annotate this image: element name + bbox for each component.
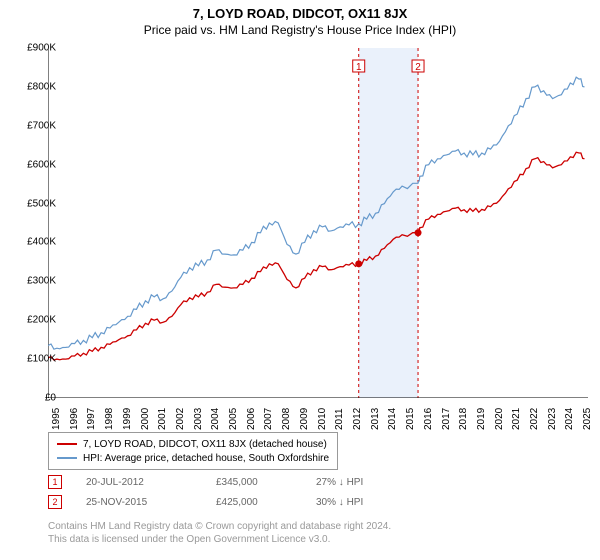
x-axis-label: 2017 [441, 408, 452, 430]
x-axis-label: 2003 [193, 408, 204, 430]
legend-swatch [57, 457, 77, 459]
footer-line-1: Contains HM Land Registry data © Crown c… [48, 520, 391, 533]
y-axis-label: £100K [6, 354, 56, 365]
x-axis-label: 2023 [547, 408, 558, 430]
x-axis-label: 2007 [263, 408, 274, 430]
x-axis-label: 2011 [334, 408, 345, 430]
x-axis-label: 2004 [210, 408, 221, 430]
chart-svg: 12 [48, 48, 588, 398]
x-axis-label: 2025 [582, 408, 593, 430]
x-axis-label: 2022 [529, 408, 540, 430]
x-axis-label: 2016 [423, 408, 434, 430]
y-axis-label: £900K [6, 43, 56, 54]
x-axis-label: 2001 [157, 408, 168, 430]
svg-text:2: 2 [415, 62, 421, 73]
x-axis-label: 2024 [564, 408, 575, 430]
sale-delta: 27% ↓ HPI [316, 477, 363, 488]
y-axis-label: £400K [6, 237, 56, 248]
x-axis-label: 1996 [69, 408, 80, 430]
chart-title: 7, LOYD ROAD, DIDCOT, OX11 8JX [0, 0, 600, 21]
sale-badge: 1 [48, 475, 62, 489]
footer: Contains HM Land Registry data © Crown c… [48, 520, 391, 546]
chart-plot-area: 12 [48, 48, 588, 398]
x-axis-label: 2019 [476, 408, 487, 430]
x-axis-label: 2000 [140, 408, 151, 430]
x-axis-label: 2014 [387, 408, 398, 430]
x-axis-label: 2008 [281, 408, 292, 430]
legend-item: 7, LOYD ROAD, DIDCOT, OX11 8JX (detached… [57, 437, 329, 451]
chart-container: 7, LOYD ROAD, DIDCOT, OX11 8JX Price pai… [0, 0, 600, 560]
x-axis-label: 2009 [299, 408, 310, 430]
y-axis-label: £600K [6, 159, 56, 170]
y-axis-label: £500K [6, 198, 56, 209]
x-axis-label: 1995 [51, 408, 62, 430]
x-axis-label: 2012 [352, 408, 363, 430]
y-axis-label: £0 [6, 393, 56, 404]
x-axis-label: 2018 [458, 408, 469, 430]
x-axis-label: 2015 [405, 408, 416, 430]
svg-text:1: 1 [356, 62, 362, 73]
sales-table: 1 20-JUL-2012£345,00027% ↓ HPI 2 25-NOV-201… [48, 472, 363, 512]
legend-label: HPI: Average price, detached house, Sout… [83, 453, 329, 464]
x-axis-label: 2006 [246, 408, 257, 430]
x-axis-label: 2020 [494, 408, 505, 430]
sale-row: 2 25-NOV-2015£425,00030% ↓ HPI [48, 492, 363, 512]
x-axis-label: 1997 [86, 408, 97, 430]
sale-price: £345,000 [216, 477, 316, 488]
x-axis-label: 2013 [370, 408, 381, 430]
sale-badge: 2 [48, 495, 62, 509]
sale-price: £425,000 [216, 497, 316, 508]
y-axis-label: £800K [6, 81, 56, 92]
x-axis-label: 2005 [228, 408, 239, 430]
x-axis-label: 1999 [122, 408, 133, 430]
x-axis-label: 2002 [175, 408, 186, 430]
x-axis-label: 1998 [104, 408, 115, 430]
legend: 7, LOYD ROAD, DIDCOT, OX11 8JX (detached… [48, 432, 338, 470]
x-axis-label: 2021 [511, 408, 522, 430]
y-axis-label: £700K [6, 120, 56, 131]
chart-subtitle: Price paid vs. HM Land Registry's House … [0, 21, 600, 37]
legend-label: 7, LOYD ROAD, DIDCOT, OX11 8JX (detached… [83, 439, 327, 450]
legend-swatch [57, 443, 77, 445]
y-axis-label: £300K [6, 276, 56, 287]
legend-item: HPI: Average price, detached house, Sout… [57, 451, 329, 465]
y-axis-label: £200K [6, 315, 56, 326]
sale-date: 25-NOV-2015 [86, 497, 216, 508]
sale-row: 1 20-JUL-2012£345,00027% ↓ HPI [48, 472, 363, 492]
footer-line-2: This data is licensed under the Open Gov… [48, 533, 391, 546]
x-axis-label: 2010 [317, 408, 328, 430]
sale-date: 20-JUL-2012 [86, 477, 216, 488]
sale-delta: 30% ↓ HPI [316, 497, 363, 508]
